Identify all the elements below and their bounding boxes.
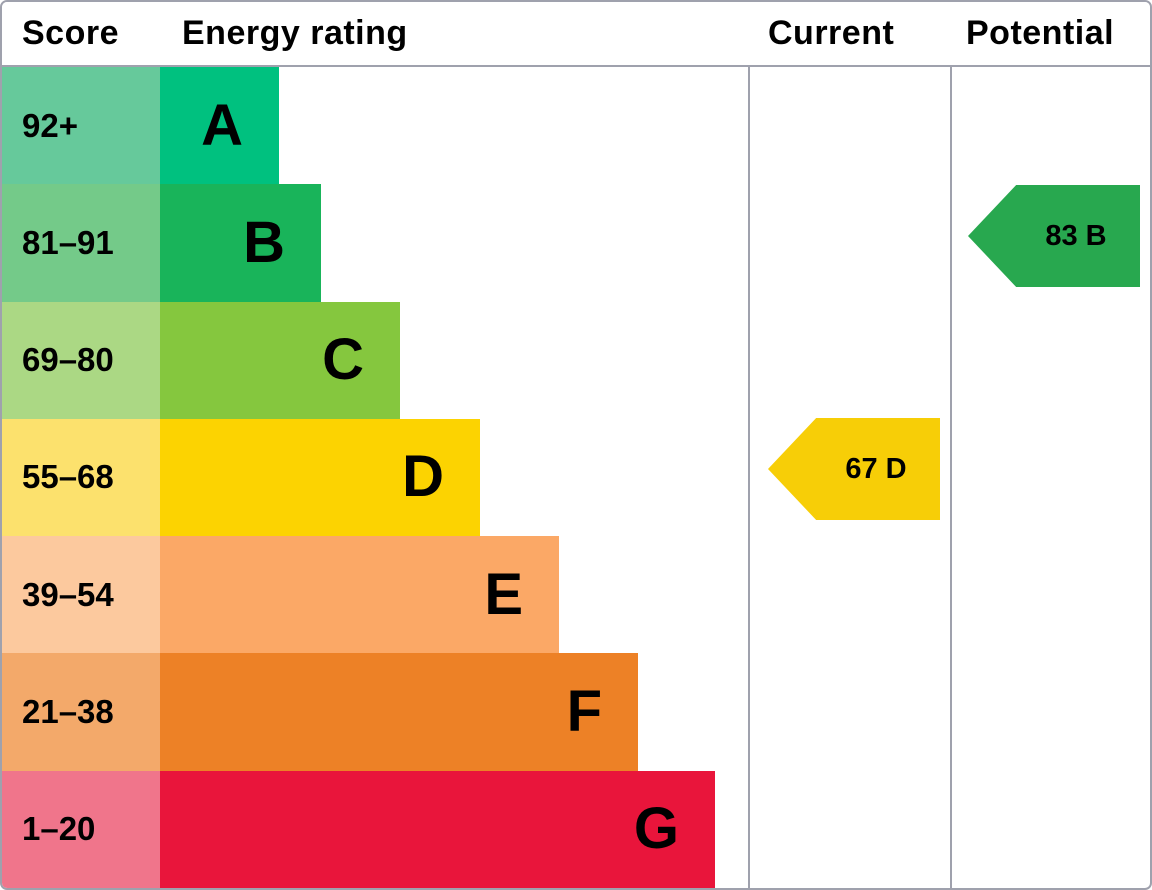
score-range-b: 81–91 [2,184,160,302]
score-range-g: 1–20 [2,770,160,888]
potential-column-divider [950,2,952,888]
rating-bar-a: A [160,67,279,185]
header-row: Score Energy rating Current Potential [2,2,1150,67]
energy-rating-column-header: Energy rating [182,14,408,52]
rating-row-d: 55–68 D [2,418,1150,537]
current-column-header: Current [768,14,895,52]
rating-row-g: 1–20 G [2,770,1150,888]
rating-bar-g: G [160,770,715,888]
score-range-c: 69–80 [2,301,160,419]
score-range-f: 21–38 [2,653,160,771]
rating-bar-c: C [160,301,400,419]
rating-row-c: 69–80 C [2,301,1150,419]
rating-row-e: 39–54 E [2,536,1150,654]
rating-bar-d: D [160,418,480,537]
score-range-d: 55–68 [2,418,160,537]
rating-row-b: 81–91 B [2,184,1150,302]
rating-bar-f: F [160,653,638,771]
rating-row-f: 21–38 F [2,653,1150,771]
score-range-e: 39–54 [2,536,160,654]
rating-bar-b: B [160,184,321,302]
rating-rows: 92+ A 81–91 B 69–80 C 55–68 D 39–54 E 21… [2,67,1150,888]
score-range-a: 92+ [2,67,160,185]
score-column-header: Score [22,14,119,52]
potential-rating-arrow: 83 B [968,185,1140,287]
potential-column-header: Potential [966,14,1115,52]
current-column-divider [748,2,750,888]
rating-bar-e: E [160,536,559,654]
rating-row-a: 92+ A [2,67,1150,185]
